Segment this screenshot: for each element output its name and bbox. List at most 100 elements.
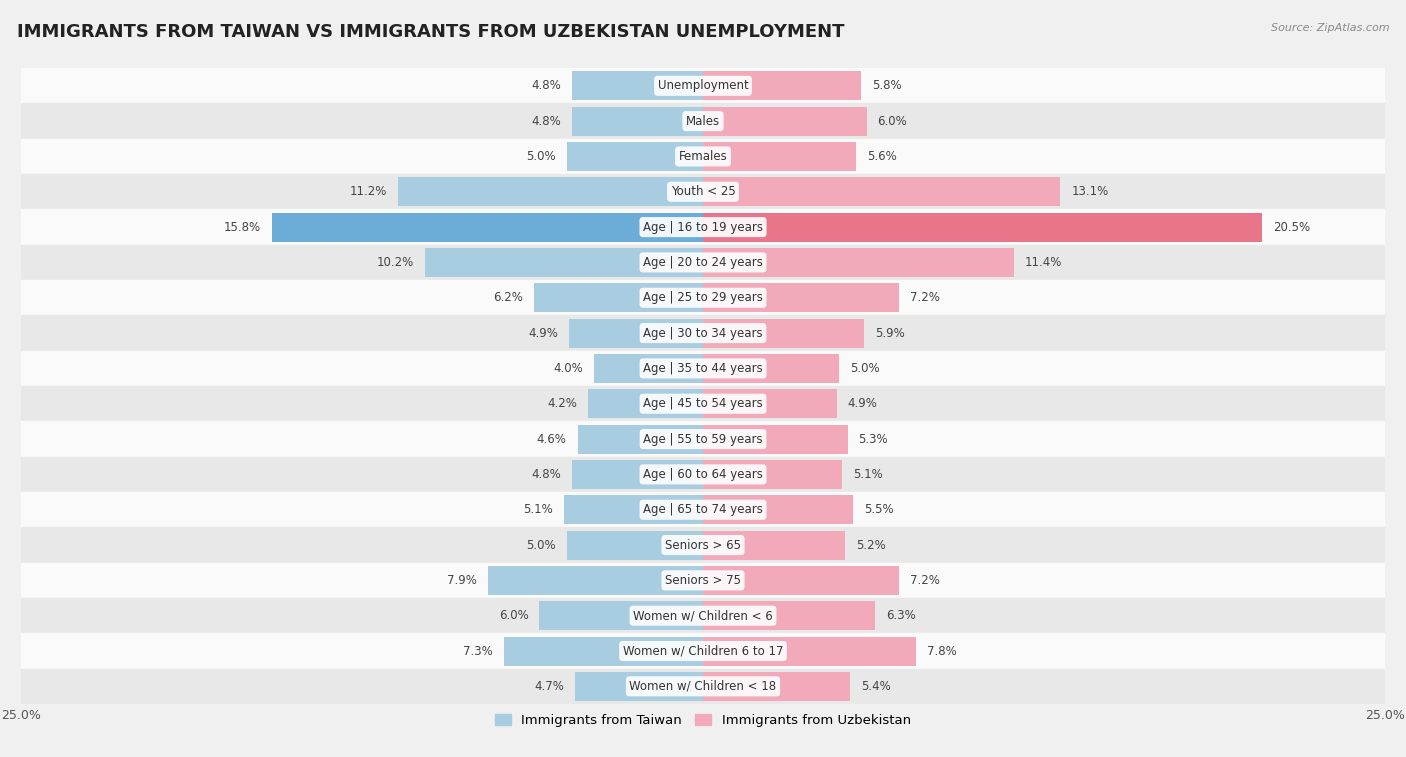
Text: 5.2%: 5.2%: [856, 538, 886, 552]
Text: Women w/ Children < 18: Women w/ Children < 18: [630, 680, 776, 693]
Bar: [567, 531, 703, 559]
Text: 5.1%: 5.1%: [523, 503, 553, 516]
Text: 5.0%: 5.0%: [526, 538, 555, 552]
Bar: [572, 107, 703, 136]
Text: Seniors > 75: Seniors > 75: [665, 574, 741, 587]
Text: 7.2%: 7.2%: [910, 291, 941, 304]
Text: Age | 20 to 24 years: Age | 20 to 24 years: [643, 256, 763, 269]
Bar: [21, 280, 1385, 316]
Bar: [703, 283, 900, 312]
Text: Age | 60 to 64 years: Age | 60 to 64 years: [643, 468, 763, 481]
Text: 6.0%: 6.0%: [877, 114, 907, 128]
Text: 13.1%: 13.1%: [1071, 185, 1108, 198]
Text: Seniors > 65: Seniors > 65: [665, 538, 741, 552]
Bar: [21, 456, 1385, 492]
Text: 5.8%: 5.8%: [872, 79, 901, 92]
Text: Males: Males: [686, 114, 720, 128]
Bar: [503, 637, 703, 665]
Text: Age | 55 to 59 years: Age | 55 to 59 years: [643, 432, 763, 446]
Bar: [703, 107, 866, 136]
Bar: [703, 460, 842, 489]
Bar: [21, 245, 1385, 280]
Text: 7.2%: 7.2%: [910, 574, 941, 587]
Text: 15.8%: 15.8%: [224, 220, 262, 234]
Bar: [21, 68, 1385, 104]
Text: 4.7%: 4.7%: [534, 680, 564, 693]
Legend: Immigrants from Taiwan, Immigrants from Uzbekistan: Immigrants from Taiwan, Immigrants from …: [489, 709, 917, 732]
Text: Women w/ Children < 6: Women w/ Children < 6: [633, 609, 773, 622]
Bar: [21, 668, 1385, 704]
Bar: [703, 354, 839, 383]
Bar: [575, 672, 703, 701]
Text: 4.2%: 4.2%: [548, 397, 578, 410]
Bar: [703, 531, 845, 559]
Bar: [703, 248, 1014, 277]
Text: 6.3%: 6.3%: [886, 609, 915, 622]
Bar: [703, 319, 863, 347]
Text: 11.4%: 11.4%: [1025, 256, 1063, 269]
Text: 4.9%: 4.9%: [848, 397, 877, 410]
Bar: [578, 425, 703, 453]
Text: 6.2%: 6.2%: [494, 291, 523, 304]
Bar: [572, 71, 703, 100]
Bar: [21, 350, 1385, 386]
Bar: [21, 174, 1385, 210]
Text: 4.6%: 4.6%: [537, 432, 567, 446]
Bar: [703, 71, 862, 100]
Bar: [703, 425, 848, 453]
Bar: [703, 637, 915, 665]
Bar: [21, 139, 1385, 174]
Bar: [425, 248, 703, 277]
Bar: [589, 389, 703, 418]
Text: Age | 35 to 44 years: Age | 35 to 44 years: [643, 362, 763, 375]
Text: 4.8%: 4.8%: [531, 79, 561, 92]
Text: 10.2%: 10.2%: [377, 256, 413, 269]
Text: 5.4%: 5.4%: [862, 680, 891, 693]
Bar: [564, 495, 703, 524]
Bar: [703, 601, 875, 630]
Bar: [21, 492, 1385, 528]
Bar: [534, 283, 703, 312]
Text: Age | 16 to 19 years: Age | 16 to 19 years: [643, 220, 763, 234]
Bar: [703, 495, 853, 524]
Bar: [21, 528, 1385, 562]
Text: 5.5%: 5.5%: [863, 503, 894, 516]
Bar: [703, 142, 856, 171]
Text: 7.9%: 7.9%: [447, 574, 477, 587]
Bar: [21, 104, 1385, 139]
Bar: [21, 598, 1385, 634]
Bar: [21, 422, 1385, 456]
Text: Age | 65 to 74 years: Age | 65 to 74 years: [643, 503, 763, 516]
Bar: [21, 316, 1385, 350]
Text: 5.0%: 5.0%: [851, 362, 880, 375]
Bar: [572, 460, 703, 489]
Bar: [271, 213, 703, 241]
Text: Youth < 25: Youth < 25: [671, 185, 735, 198]
Bar: [21, 386, 1385, 422]
Text: Source: ZipAtlas.com: Source: ZipAtlas.com: [1271, 23, 1389, 33]
Text: 11.2%: 11.2%: [349, 185, 387, 198]
Bar: [21, 634, 1385, 668]
Bar: [569, 319, 703, 347]
Text: 7.3%: 7.3%: [463, 644, 494, 658]
Text: 5.0%: 5.0%: [526, 150, 555, 163]
Text: Unemployment: Unemployment: [658, 79, 748, 92]
Text: 4.9%: 4.9%: [529, 326, 558, 340]
Text: IMMIGRANTS FROM TAIWAN VS IMMIGRANTS FROM UZBEKISTAN UNEMPLOYMENT: IMMIGRANTS FROM TAIWAN VS IMMIGRANTS FRO…: [17, 23, 845, 41]
Text: 4.8%: 4.8%: [531, 468, 561, 481]
Text: Age | 45 to 54 years: Age | 45 to 54 years: [643, 397, 763, 410]
Text: 4.8%: 4.8%: [531, 114, 561, 128]
Text: 5.1%: 5.1%: [853, 468, 883, 481]
Text: 5.3%: 5.3%: [859, 432, 889, 446]
Text: 6.0%: 6.0%: [499, 609, 529, 622]
Bar: [540, 601, 703, 630]
Text: Women w/ Children 6 to 17: Women w/ Children 6 to 17: [623, 644, 783, 658]
Text: Females: Females: [679, 150, 727, 163]
Text: 7.8%: 7.8%: [927, 644, 956, 658]
Bar: [488, 566, 703, 595]
Bar: [703, 389, 837, 418]
Bar: [21, 210, 1385, 245]
Bar: [593, 354, 703, 383]
Bar: [703, 566, 900, 595]
Bar: [21, 562, 1385, 598]
